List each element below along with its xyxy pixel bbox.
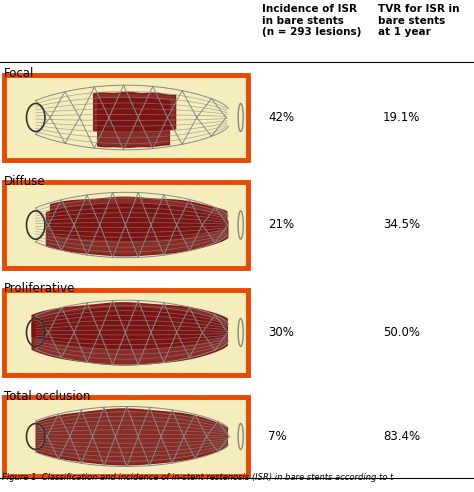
- Text: Diffuse: Diffuse: [4, 175, 46, 188]
- Ellipse shape: [238, 424, 243, 450]
- Text: 50.0%: 50.0%: [383, 326, 420, 339]
- Text: 7%: 7%: [268, 430, 287, 443]
- Text: Proliferative: Proliferative: [4, 282, 75, 295]
- Text: 19.1%: 19.1%: [383, 111, 420, 124]
- Text: Total occlusion: Total occlusion: [4, 390, 91, 403]
- Text: Incidence of ISR
in bare stents
(n = 293 lesions): Incidence of ISR in bare stents (n = 293…: [262, 4, 361, 37]
- Text: 42%: 42%: [268, 111, 294, 124]
- FancyBboxPatch shape: [4, 397, 248, 476]
- Text: 83.4%: 83.4%: [383, 430, 420, 443]
- Ellipse shape: [238, 103, 243, 131]
- Text: Figure 1  Classification and incidence of in-stent restenosis (ISR) in bare sten: Figure 1 Classification and incidence of…: [2, 473, 393, 482]
- Text: 34.5%: 34.5%: [383, 218, 420, 232]
- FancyBboxPatch shape: [4, 75, 248, 160]
- Text: TVR for ISR in
bare stents
at 1 year: TVR for ISR in bare stents at 1 year: [378, 4, 459, 37]
- Ellipse shape: [238, 211, 243, 239]
- Ellipse shape: [238, 318, 243, 346]
- Text: 30%: 30%: [268, 326, 294, 339]
- Text: 21%: 21%: [268, 218, 294, 232]
- Text: Focal: Focal: [4, 67, 35, 80]
- FancyBboxPatch shape: [4, 182, 248, 268]
- FancyBboxPatch shape: [4, 290, 248, 375]
